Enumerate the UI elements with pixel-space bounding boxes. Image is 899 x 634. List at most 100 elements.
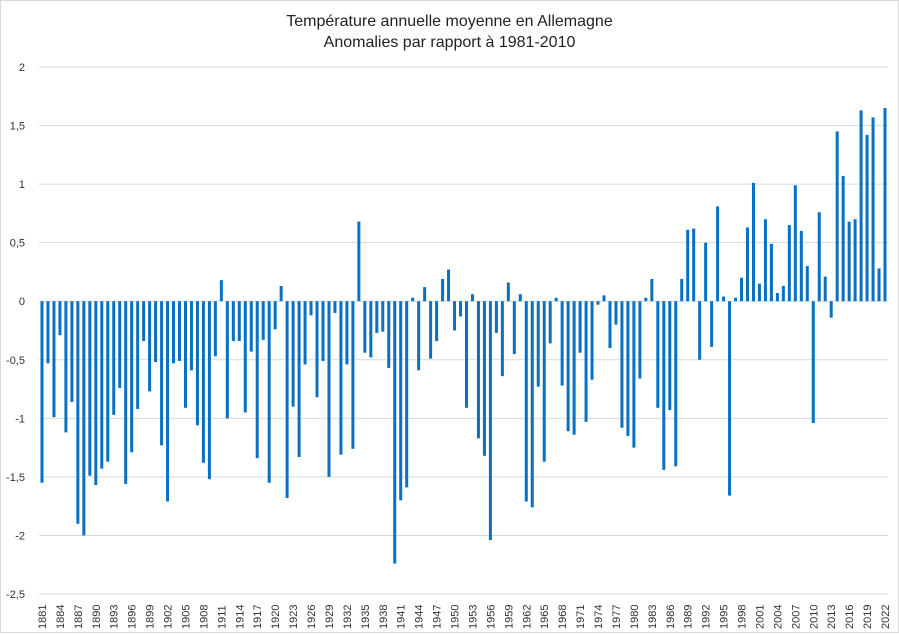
bar-1947 <box>435 301 439 342</box>
bar-1901 <box>160 301 164 446</box>
bar-1885 <box>64 301 68 433</box>
y-tick-label: -1 <box>15 413 25 425</box>
bar-2022 <box>883 107 887 302</box>
bar-1958 <box>500 301 504 377</box>
x-tick-label: 1938 <box>378 605 390 629</box>
bar-1935 <box>363 301 367 353</box>
bar-1902 <box>166 301 170 502</box>
bar-1944 <box>417 301 421 371</box>
x-tick-label: 1899 <box>145 605 157 629</box>
x-tick-label: 2022 <box>880 605 892 629</box>
bar-1986 <box>668 301 672 411</box>
bar-1927 <box>315 301 319 398</box>
y-tick-label: 1,5 <box>10 121 25 133</box>
x-tick-label: 1968 <box>557 605 569 629</box>
bar-1953 <box>470 294 474 302</box>
x-tick-label: 1905 <box>180 605 192 629</box>
bar-1956 <box>488 301 492 541</box>
bar-2012 <box>823 276 827 302</box>
bar-1942 <box>405 301 409 488</box>
bar-2010 <box>811 301 815 424</box>
chart-subtitle: Anomalies par rapport à 1981-2010 <box>323 34 576 51</box>
bar-1957 <box>494 301 498 333</box>
y-tick-label: -2,5 <box>6 589 25 601</box>
bar-1987 <box>674 301 678 467</box>
bar-2021 <box>877 268 881 302</box>
bar-1917 <box>255 301 259 459</box>
bar-1998 <box>740 277 744 302</box>
bar-1928 <box>321 301 325 361</box>
bar-1915 <box>243 301 247 413</box>
bar-1946 <box>429 301 433 359</box>
x-tick-label: 1962 <box>521 605 533 629</box>
bar-1977 <box>614 301 618 325</box>
bar-1984 <box>656 301 660 408</box>
bar-1905 <box>183 301 187 408</box>
x-tick-label: 1932 <box>342 605 354 629</box>
bar-1994 <box>716 206 720 302</box>
x-tick-label: 1956 <box>485 605 497 629</box>
bar-1889 <box>88 301 92 476</box>
bar-1966 <box>548 301 552 344</box>
bar-1975 <box>602 295 606 302</box>
bar-1899 <box>148 301 152 392</box>
x-tick-label: 1965 <box>539 605 551 629</box>
bar-1970 <box>572 301 576 435</box>
y-tick-label: 0 <box>19 296 25 308</box>
x-tick-label: 1995 <box>719 605 731 629</box>
bar-1882 <box>46 301 50 364</box>
bar-1988 <box>680 278 684 302</box>
x-tick-label: 1911 <box>216 605 228 629</box>
bar-1940 <box>393 301 397 564</box>
bar-1971 <box>578 301 582 353</box>
bar-1920 <box>273 301 277 330</box>
bar-1961 <box>518 294 522 302</box>
bar-1963 <box>530 301 534 508</box>
bar-1955 <box>482 301 486 456</box>
bar-2004 <box>775 293 779 302</box>
x-tick-label: 1983 <box>647 605 659 629</box>
bar-2013 <box>829 301 833 318</box>
bar-1945 <box>423 287 427 302</box>
bar-1892 <box>106 301 110 462</box>
x-tick-label: 1941 <box>396 605 408 629</box>
bar-1930 <box>333 301 337 313</box>
x-tick-label: 1914 <box>234 605 246 629</box>
y-tick-label: 1 <box>19 179 25 191</box>
bar-1891 <box>100 301 104 469</box>
bar-1922 <box>285 301 289 498</box>
bar-1881 <box>40 301 44 483</box>
x-tick-label: 1980 <box>629 605 641 629</box>
bar-1906 <box>189 301 193 371</box>
bar-1910 <box>213 301 217 357</box>
bar-1896 <box>130 301 134 453</box>
bar-1981 <box>638 301 642 379</box>
bar-1974 <box>596 301 600 305</box>
bar-1909 <box>207 301 211 480</box>
bar-2011 <box>817 212 821 302</box>
bar-1926 <box>309 301 313 316</box>
bar-2009 <box>805 266 809 302</box>
bar-1954 <box>476 301 480 439</box>
bar-1941 <box>399 301 403 501</box>
bar-1931 <box>339 301 343 455</box>
bar-1990 <box>692 228 696 302</box>
x-tick-label: 1890 <box>91 605 103 629</box>
bar-1883 <box>52 301 56 418</box>
bar-1921 <box>279 285 283 302</box>
x-tick-label: 2010 <box>808 605 820 629</box>
bar-1967 <box>554 297 558 302</box>
bar-1960 <box>512 301 516 354</box>
bar-1890 <box>94 301 98 486</box>
bar-1996 <box>728 301 732 496</box>
bar-1932 <box>345 301 349 365</box>
bar-1888 <box>82 301 86 536</box>
x-tick-label: 1944 <box>414 605 426 629</box>
x-tick-label: 1893 <box>109 605 121 629</box>
x-tick-label: 1950 <box>450 605 462 629</box>
x-tick-label: 1908 <box>198 605 210 629</box>
bar-1992 <box>704 242 708 302</box>
bar-1980 <box>632 301 636 448</box>
bar-1968 <box>560 301 564 386</box>
